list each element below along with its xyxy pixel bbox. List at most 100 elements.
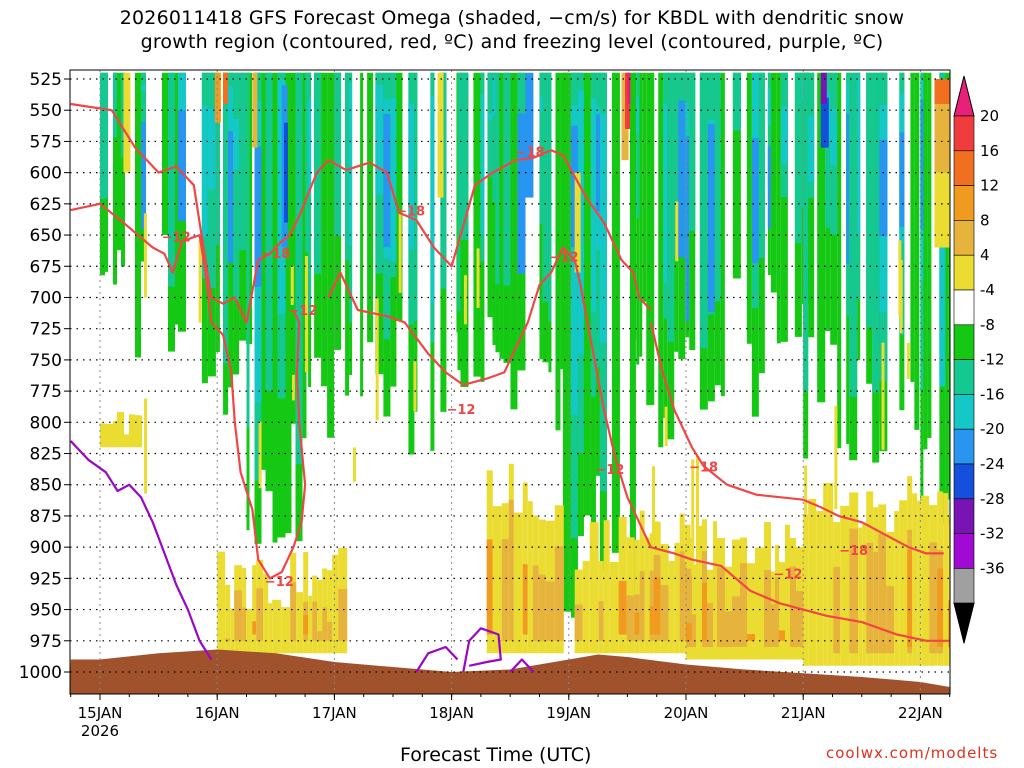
omega-cell — [808, 72, 815, 338]
omega-cell — [618, 580, 627, 635]
omega-cell — [178, 73, 186, 129]
omega-cell — [899, 500, 908, 666]
omega-cell — [820, 97, 829, 148]
colorbar-top-arrow — [953, 75, 975, 117]
omega-cell — [629, 72, 636, 609]
omega-cell — [198, 239, 202, 323]
gridlines — [70, 70, 950, 694]
omega-cell — [105, 72, 108, 199]
omega-cell — [611, 72, 620, 553]
omega-cell — [135, 72, 141, 358]
omega-cell — [522, 564, 528, 635]
omega-cell — [589, 522, 599, 654]
omega-cell — [667, 72, 675, 342]
omega-cell — [583, 72, 591, 516]
omega-cell — [272, 72, 278, 543]
contour-label: −12 — [595, 463, 624, 478]
omega-cell — [653, 577, 661, 635]
omega-cell — [513, 512, 523, 654]
omega-cell — [225, 638, 231, 641]
omega-cell — [678, 100, 686, 258]
omega-cell — [113, 72, 117, 138]
omega-cell — [695, 456, 699, 565]
omega-cell — [692, 564, 696, 660]
omega-cell — [830, 108, 838, 166]
omega-cell — [574, 604, 583, 641]
omega-cell — [636, 72, 640, 365]
y-tick-label: 600 — [30, 164, 62, 184]
omega-cell — [223, 72, 229, 364]
omega-cell — [562, 72, 571, 612]
x-axis-title: Forecast Time (UTC) — [400, 744, 592, 766]
omega-cell — [538, 574, 546, 641]
omega-cell — [252, 621, 257, 635]
freezing-contour-a — [70, 440, 213, 661]
omega-cell — [437, 72, 444, 198]
omega-cell — [746, 72, 752, 344]
omega-cell — [322, 607, 328, 641]
omega-cell — [837, 72, 842, 449]
omega-cell — [675, 201, 679, 262]
omega-cell — [499, 72, 504, 359]
omega-cell — [555, 72, 561, 431]
colorbar-label: 12 — [980, 177, 999, 195]
omega-cell — [668, 561, 675, 654]
omega-cell — [277, 79, 286, 314]
omega-cell — [408, 103, 415, 250]
omega-cell — [945, 72, 949, 524]
omega-cell — [732, 72, 741, 131]
omega-cell — [833, 566, 841, 654]
omega-cell — [175, 72, 178, 325]
omega-cell — [532, 565, 539, 641]
omega-cell — [858, 527, 863, 666]
omega-cell — [674, 542, 680, 654]
omega-cell — [577, 90, 584, 354]
contour-label: −18 — [689, 460, 718, 475]
y-tick-label: 825 — [30, 445, 62, 465]
y-tick-label: 950 — [30, 601, 62, 621]
colorbar-swatch — [953, 254, 975, 291]
omega-cell — [879, 139, 888, 237]
omega-cell — [686, 568, 692, 648]
omega-cell — [770, 72, 777, 293]
omega-cell — [272, 599, 282, 654]
omega-cell — [881, 342, 885, 450]
y-tick-label: 700 — [30, 288, 62, 308]
omega-cell — [285, 72, 292, 534]
omega-cell — [943, 493, 949, 666]
omega-cell — [141, 85, 146, 91]
credit-text: coolwx.com/modelts — [826, 744, 999, 762]
omega-cell — [239, 72, 247, 251]
omega-cell — [796, 591, 805, 648]
omega-cell — [460, 72, 469, 240]
omega-cell — [634, 612, 640, 635]
omega-cell — [554, 546, 564, 641]
freezing-contour-c — [462, 627, 502, 673]
omega-cell — [242, 607, 247, 641]
omega-cell — [105, 423, 113, 448]
omega-cell — [295, 72, 303, 465]
omega-cell — [582, 560, 590, 654]
omega-cell — [775, 577, 779, 648]
omega-cell — [574, 172, 581, 273]
x-tick-label: 16JAN — [195, 704, 240, 722]
freezing-contour-b — [415, 645, 459, 673]
freezing-contour-d — [509, 658, 535, 673]
colorbar-swatch — [953, 498, 975, 534]
omega-cell — [740, 563, 747, 648]
omega-cell — [873, 551, 879, 654]
colorbar-swatch — [953, 463, 975, 500]
omega-cell — [894, 511, 900, 666]
y-tick-label: 800 — [30, 413, 62, 433]
omega-cell — [252, 565, 257, 654]
omega-cell — [234, 590, 243, 641]
omega-cell — [920, 99, 924, 230]
omega-cell — [100, 72, 105, 199]
omega-cell — [767, 88, 771, 126]
omega-cell — [113, 421, 117, 448]
omega-cell — [215, 72, 220, 245]
y-tick-label: 975 — [30, 632, 62, 652]
colorbar-label: -32 — [980, 525, 1005, 543]
omega-cell — [225, 584, 231, 654]
